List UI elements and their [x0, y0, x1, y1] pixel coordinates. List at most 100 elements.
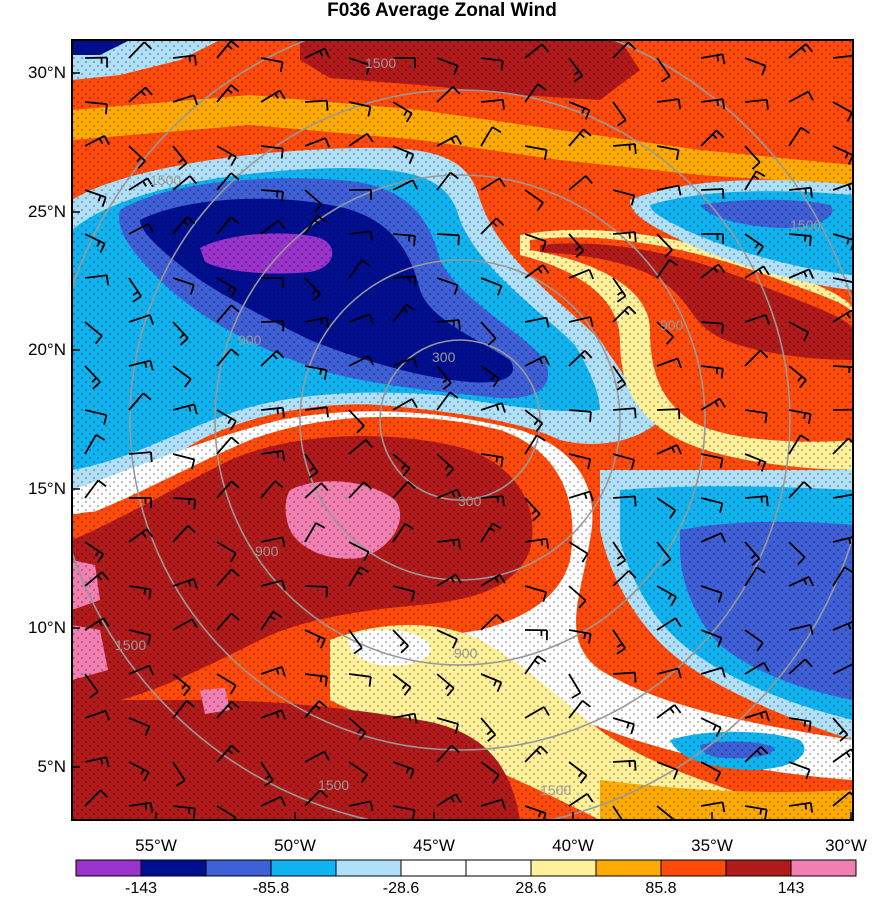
wind-barb [304, 629, 326, 649]
wind-barb [348, 313, 374, 325]
wind-barb [128, 664, 154, 676]
wind-barb [524, 83, 547, 103]
wind-barb [304, 365, 328, 381]
wind-barb [656, 805, 675, 820]
lon-label-40w: 40°W [552, 836, 594, 855]
colorbar-label: -28.6 [382, 880, 420, 897]
contour-label: 1500 [115, 637, 146, 653]
wind-barb [788, 186, 813, 198]
wind-barb [304, 47, 330, 59]
wind-barb [172, 761, 186, 787]
wind-barb [788, 481, 812, 499]
wind-barb [260, 579, 286, 591]
colorbar-swatch [725, 859, 792, 877]
wind-barb [260, 610, 282, 631]
contour-label: 900 [454, 645, 478, 661]
wind-barb [832, 748, 853, 763]
wind-barb [348, 566, 370, 587]
wind-barb [84, 479, 107, 499]
lon-label-45w: 45°W [413, 836, 455, 855]
wind-barb [700, 629, 723, 648]
wind-barb [84, 617, 110, 631]
wind-barb [84, 274, 109, 286]
wind-barb [216, 744, 240, 763]
wind-barb [568, 128, 592, 147]
wind-barb [656, 408, 681, 420]
wind-barb [480, 495, 505, 507]
wind-barb [216, 304, 240, 323]
wind-barb [172, 321, 189, 346]
wind-barb [700, 801, 726, 813]
colorbar-swatch [75, 859, 142, 877]
wind-barb [260, 219, 286, 235]
wind-barb [348, 188, 373, 200]
wind-barb [392, 57, 416, 68]
wind-barb [84, 571, 110, 587]
wind-barb [568, 541, 589, 563]
wind-barb [832, 408, 853, 411]
wind-barb [216, 673, 237, 695]
colorbar-label: 28.6 [515, 880, 547, 897]
wind-barb [260, 406, 285, 418]
colorbar-swatch [660, 859, 727, 877]
wind-barb [348, 673, 372, 687]
wind-barb [656, 233, 673, 258]
wind-barb [216, 172, 240, 191]
wind-barb [128, 277, 142, 303]
lat-label-30n: 30°N [28, 63, 66, 82]
wind-barb [260, 277, 284, 289]
wind-barb [744, 661, 770, 675]
wind-barb [700, 53, 726, 65]
lat-label-25n: 25°N [28, 202, 66, 221]
wind-barb [172, 175, 197, 191]
wind-barb [568, 453, 592, 470]
wind-barb [304, 99, 329, 111]
axis-ticks [72, 72, 852, 820]
wind-barb [84, 673, 99, 699]
wind-barb [128, 86, 153, 103]
wind-barb [744, 409, 768, 424]
wind-barb [392, 233, 416, 246]
wind-barb [84, 756, 110, 768]
wind-barb [568, 629, 592, 644]
wind-barb [216, 700, 240, 719]
wind-barb [568, 350, 593, 367]
wind-barb [656, 497, 677, 520]
wind-barb [304, 277, 321, 302]
wind-barb [744, 233, 764, 256]
wind-barb [656, 145, 680, 161]
wind-barb [524, 629, 548, 641]
wind-barb [480, 522, 502, 543]
contour-label: 1500 [790, 217, 821, 233]
wind-barb [304, 406, 329, 418]
wind-barb [832, 181, 853, 191]
wind-barb [524, 43, 550, 59]
wind-barb [612, 717, 635, 735]
wind-barb [480, 673, 503, 692]
colorbar-swatch [205, 859, 272, 877]
wind-barb [612, 101, 627, 127]
wind-barb [128, 41, 153, 59]
contour-ring-900 [214, 174, 706, 666]
wind-barb [260, 761, 274, 787]
wind-barb [700, 321, 724, 334]
wind-barb [436, 744, 460, 763]
colorbar-label: 143 [777, 880, 805, 897]
wind-barb [260, 189, 284, 202]
wind-barb [524, 264, 550, 279]
wind-barb [436, 134, 462, 147]
colorbar-swatch [400, 859, 467, 877]
wind-barb [656, 667, 682, 679]
wind-barb [304, 214, 326, 235]
wind-barb [260, 536, 286, 548]
contour-label: 1500 [150, 172, 181, 188]
wind-barb [348, 439, 373, 455]
wind-barb [172, 525, 196, 543]
wind-barb [392, 522, 414, 543]
wind-barb [700, 98, 725, 110]
wind-barb [832, 536, 853, 545]
wind-barb [656, 444, 682, 455]
wind-barb [788, 658, 813, 675]
wind-barb [260, 709, 286, 720]
wind-barb [436, 538, 461, 550]
